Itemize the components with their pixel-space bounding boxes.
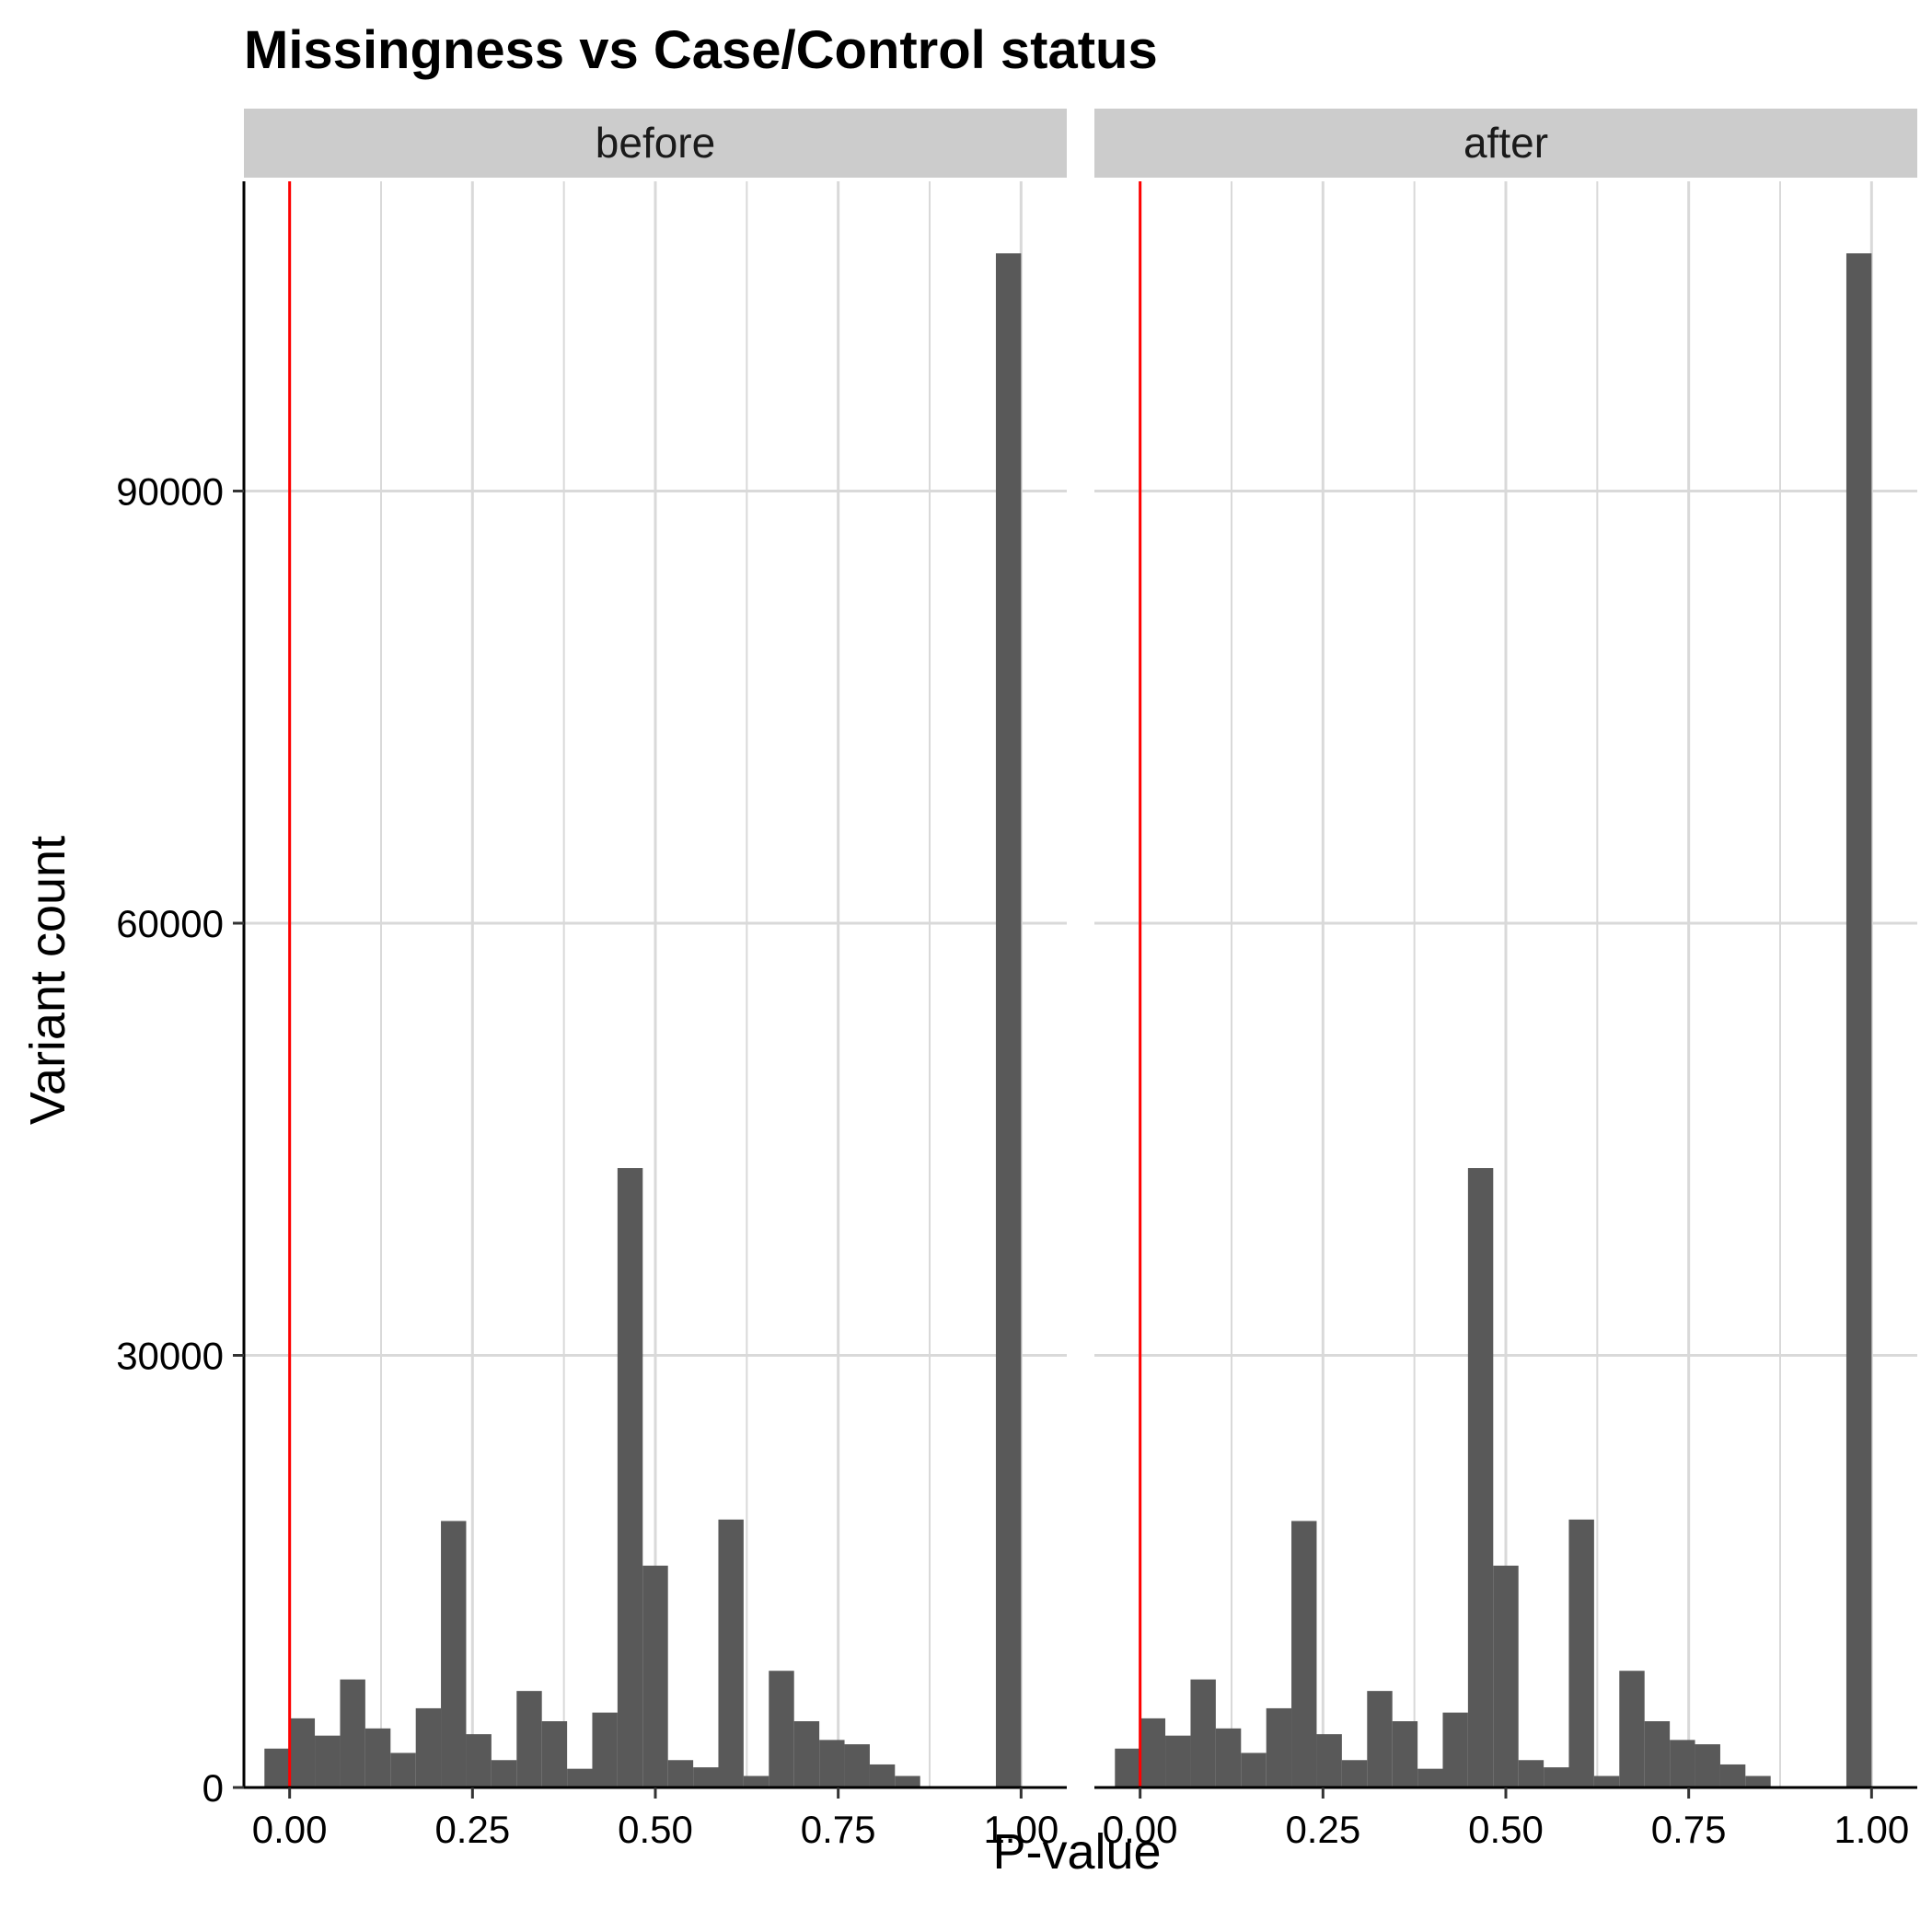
y-tick-label: 60000 xyxy=(116,902,224,945)
histogram-bar xyxy=(315,1735,341,1787)
histogram-bar xyxy=(264,1748,290,1787)
histogram-bar xyxy=(516,1691,542,1787)
histogram-bar xyxy=(1467,1168,1494,1787)
histogram-bar xyxy=(1568,1519,1594,1787)
histogram-bar xyxy=(642,1565,668,1787)
x-tick-label: 1.00 xyxy=(1834,1808,1909,1851)
x-tick-label: 0.00 xyxy=(252,1808,328,1851)
facet-strip-label: after xyxy=(1463,119,1548,167)
histogram-bar xyxy=(289,1718,316,1787)
histogram-bar xyxy=(1745,1776,1771,1787)
histogram-bar xyxy=(1266,1707,1292,1787)
histogram-bar xyxy=(1670,1740,1695,1787)
y-axis-title: Variant count xyxy=(20,836,75,1125)
histogram-bar xyxy=(1291,1521,1317,1787)
x-tick-label: 0.25 xyxy=(434,1808,510,1851)
histogram-bar xyxy=(1719,1764,1746,1787)
histogram-bar xyxy=(415,1707,442,1787)
x-tick-label: 0.50 xyxy=(1468,1808,1544,1851)
x-tick-label: 0.75 xyxy=(1651,1808,1727,1851)
histogram-bar xyxy=(769,1671,794,1787)
histogram-bar xyxy=(1442,1712,1468,1787)
histogram-bar xyxy=(1241,1753,1267,1787)
histogram-bar xyxy=(1493,1565,1519,1787)
histogram-bar xyxy=(819,1740,845,1787)
facet-strip xyxy=(1094,109,1917,178)
histogram-bar xyxy=(1341,1760,1368,1787)
histogram-bar xyxy=(1619,1671,1645,1787)
histogram-bar xyxy=(364,1728,391,1787)
histogram-bar xyxy=(844,1744,870,1787)
histogram-bar xyxy=(617,1168,643,1787)
histogram-bar xyxy=(1695,1744,1720,1787)
histogram-bar xyxy=(1544,1767,1569,1787)
histogram-bar xyxy=(743,1776,769,1787)
histogram-bar xyxy=(1115,1748,1140,1787)
x-tick-label: 0.25 xyxy=(1285,1808,1360,1851)
histogram-bar xyxy=(390,1753,416,1787)
facet-strip xyxy=(244,109,1067,178)
x-tick-label: 0.00 xyxy=(1103,1808,1178,1851)
histogram-bar xyxy=(592,1712,618,1787)
x-tick-label: 0.50 xyxy=(618,1808,693,1851)
histogram-bar xyxy=(1593,1776,1620,1787)
histogram-bar xyxy=(995,253,1022,1788)
x-tick-label: 0.75 xyxy=(801,1808,876,1851)
chart-title: Missingness vs Case/Control status xyxy=(244,20,1158,80)
histogram-bar xyxy=(1845,253,1872,1788)
facet-panels: before 0.00 0.25 0.50 0.75 1.00 0 30000 60000 900… xyxy=(116,109,1917,1851)
y-tick-label: 0 xyxy=(202,1766,224,1810)
histogram-bar xyxy=(441,1521,467,1787)
facet-strip-label: before xyxy=(596,119,715,167)
histogram-bar xyxy=(1644,1721,1671,1787)
histogram-bar xyxy=(1215,1728,1242,1787)
x-axis-title: P-value xyxy=(992,1824,1161,1880)
histogram-bar xyxy=(693,1767,719,1787)
y-tick-label: 30000 xyxy=(116,1334,224,1377)
histogram-bar xyxy=(1518,1760,1544,1787)
facet-panel-before: before 0.00 0.25 0.50 0.75 1.00 0 30000 60000 900… xyxy=(116,109,1067,1851)
histogram-bar xyxy=(466,1734,492,1787)
histogram-bar xyxy=(567,1768,593,1787)
histogram-bar xyxy=(1140,1718,1166,1787)
histogram-bar xyxy=(895,1776,920,1787)
histogram-bar xyxy=(1190,1679,1216,1787)
histogram-bar xyxy=(667,1760,694,1787)
histogram-bar xyxy=(1316,1734,1342,1787)
histogram-bar xyxy=(340,1679,365,1787)
x-tick-label: 1.00 xyxy=(983,1808,1059,1851)
histogram-bar xyxy=(793,1721,820,1787)
histogram-bar xyxy=(541,1721,568,1787)
histogram-bar xyxy=(1392,1721,1418,1787)
histogram-bar xyxy=(491,1760,517,1787)
histogram-bar xyxy=(869,1764,896,1787)
y-tick-label: 90000 xyxy=(116,469,224,513)
facet-panel-after: after 0.00 0.25 0.50 0.75 1.00 xyxy=(1094,109,1917,1851)
histogram-bar xyxy=(1417,1768,1443,1787)
histogram-bar xyxy=(718,1519,744,1787)
histogram-bar xyxy=(1367,1691,1393,1787)
histogram-bar xyxy=(1165,1735,1191,1787)
